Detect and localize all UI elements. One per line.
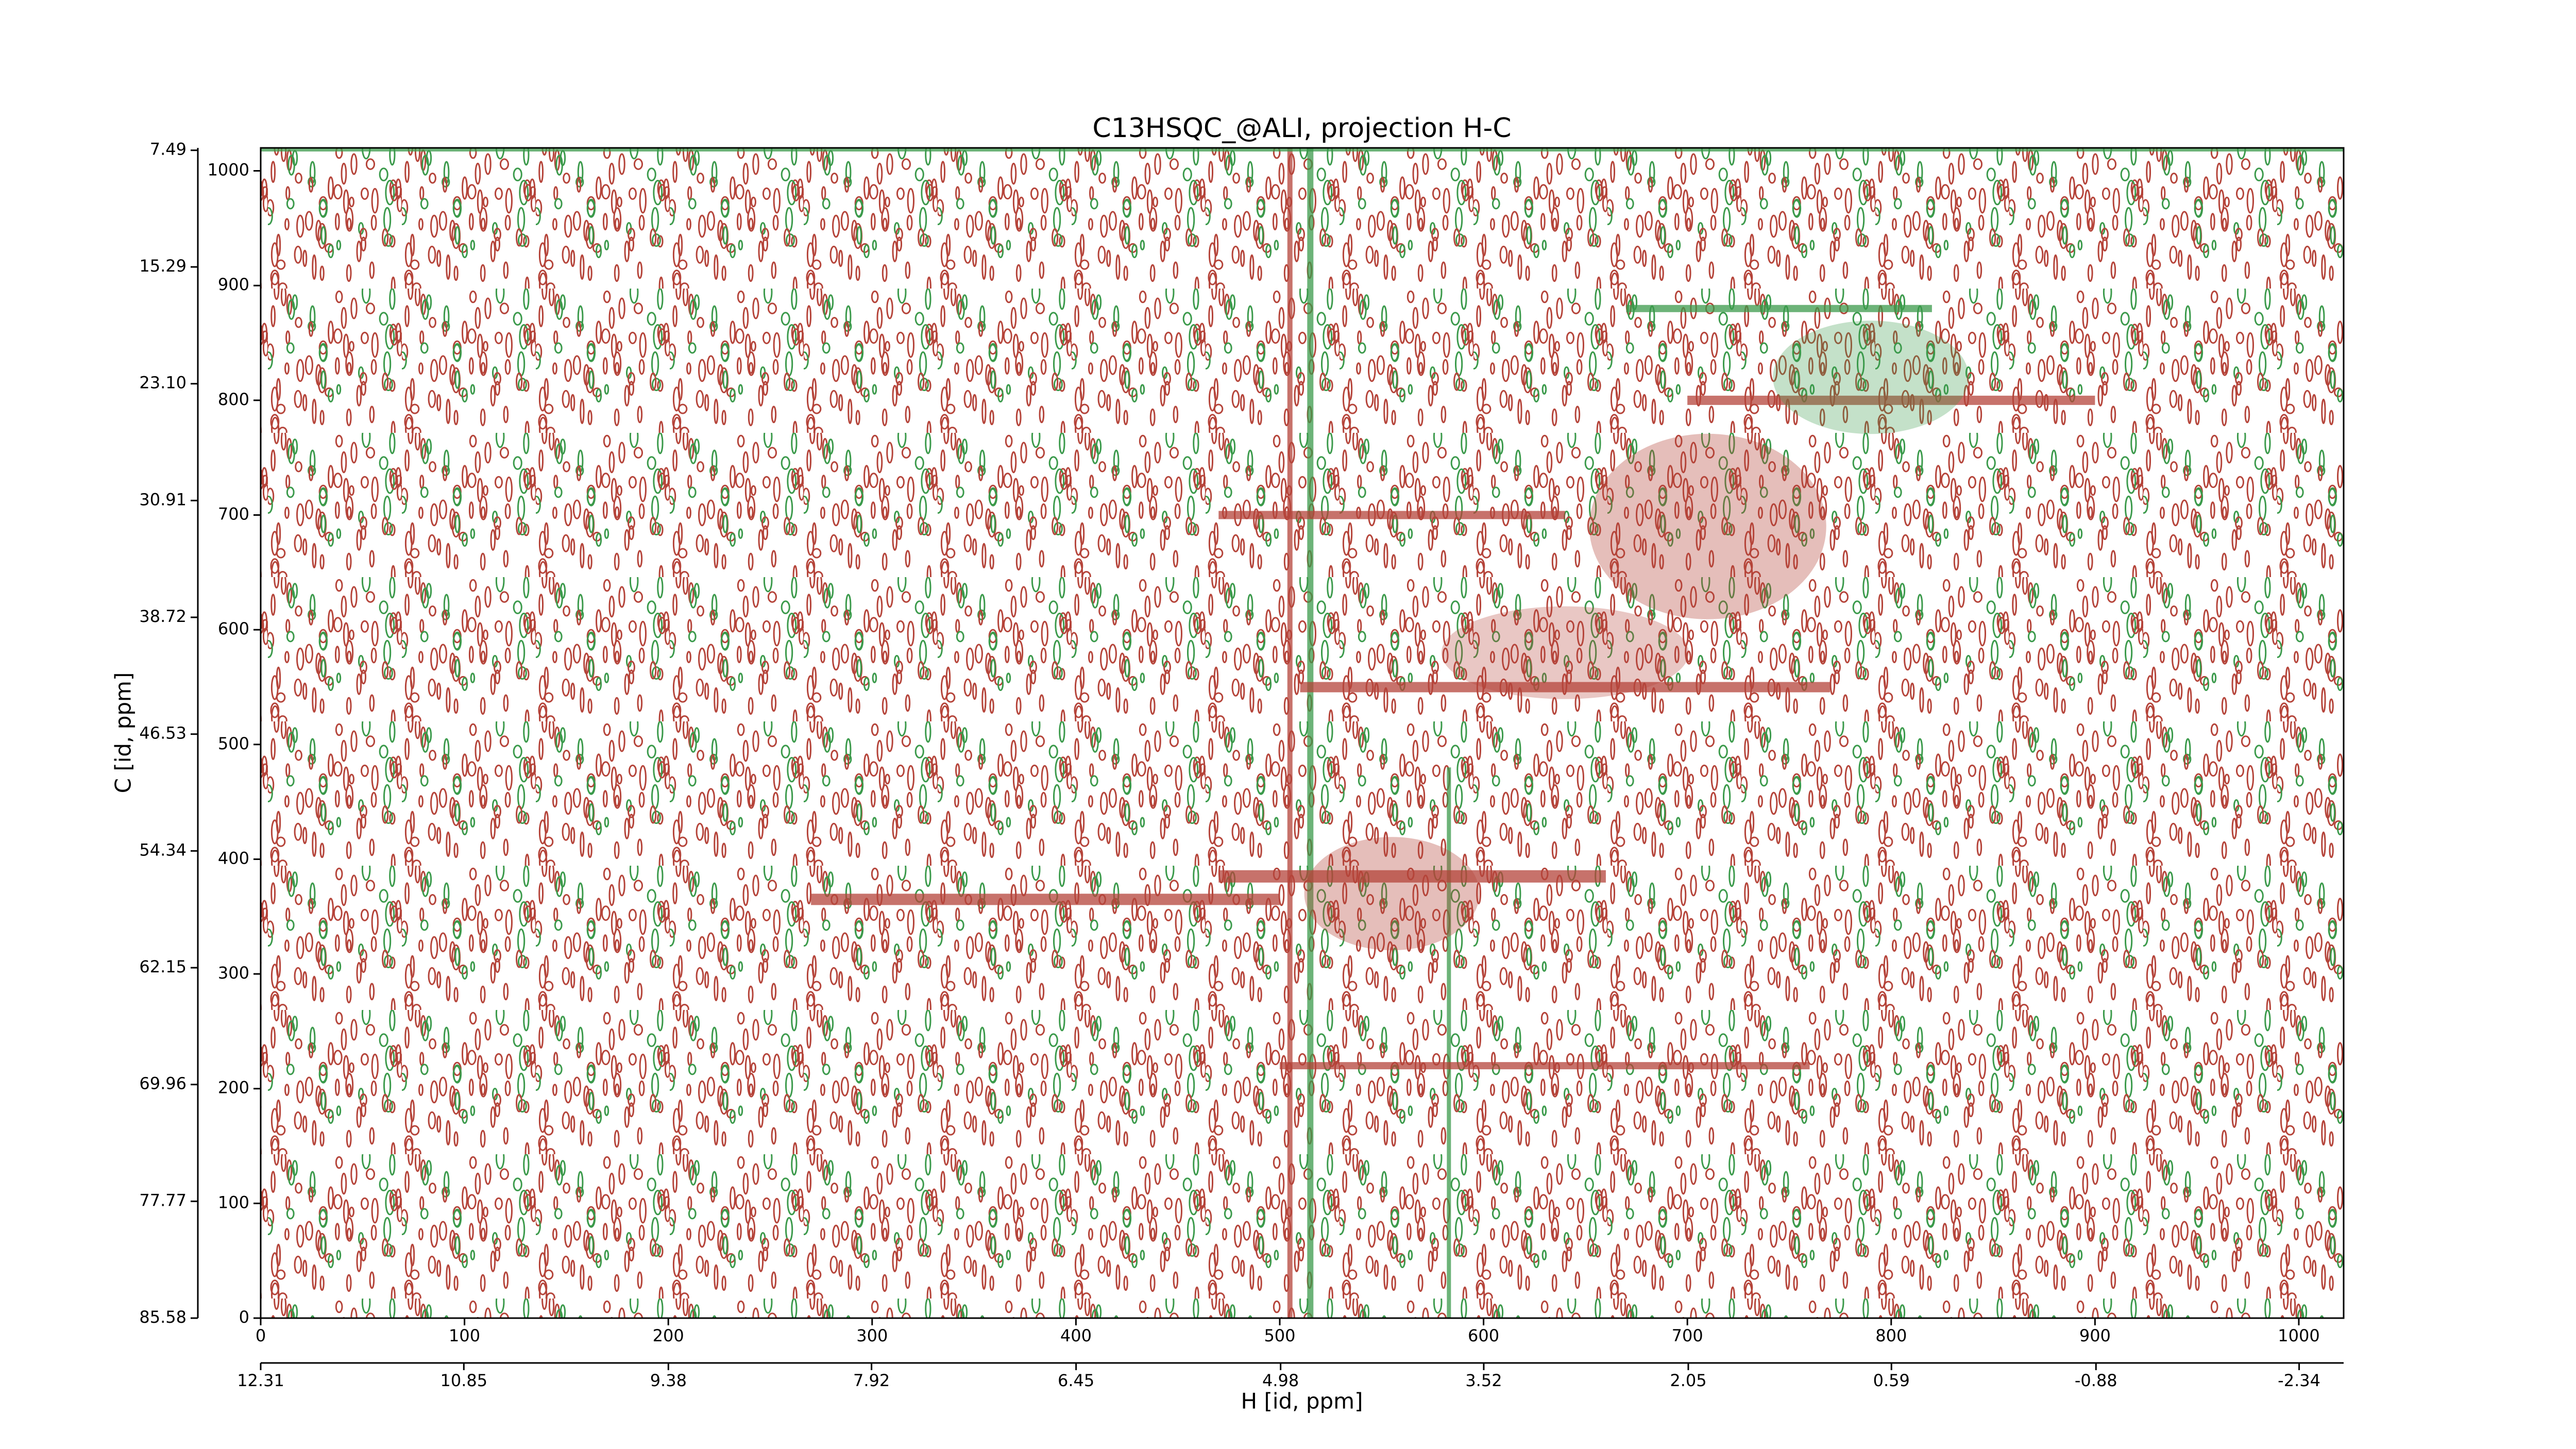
x-tick-label: 200 bbox=[653, 1326, 684, 1345]
y2-tick-label: 7.49 bbox=[150, 140, 187, 159]
plot-area bbox=[261, 148, 2344, 1318]
plot-frame bbox=[260, 147, 2345, 1319]
y2-tick-label: 38.72 bbox=[139, 606, 187, 626]
x-tick-label: 900 bbox=[2079, 1326, 2111, 1345]
x2-tick-label: 2.05 bbox=[1670, 1371, 1706, 1390]
x2-tick-label: -2.34 bbox=[2278, 1371, 2320, 1390]
y-tick-label: 300 bbox=[218, 963, 249, 983]
y-tick-label: 800 bbox=[218, 390, 249, 409]
contour-cluster bbox=[1441, 606, 1689, 699]
y2-tick-label: 46.53 bbox=[139, 723, 187, 743]
contour-field bbox=[261, 148, 2344, 1318]
x2-tick-label: 0.59 bbox=[1873, 1371, 1910, 1390]
y-tick-label: 500 bbox=[218, 734, 249, 753]
x-tick-label: 600 bbox=[1468, 1326, 1499, 1345]
y2-tick-label: 54.34 bbox=[139, 840, 187, 860]
y-tick-label: 700 bbox=[218, 504, 249, 524]
y-tick-label: 100 bbox=[218, 1192, 249, 1212]
y2-tick-label: 23.10 bbox=[139, 373, 187, 393]
y-tick-label: 600 bbox=[218, 619, 249, 638]
y-tick-label: 900 bbox=[218, 275, 249, 294]
contour-cluster bbox=[1304, 837, 1480, 951]
y2-tick-label: 62.15 bbox=[139, 957, 187, 976]
x-tick-label: 800 bbox=[1875, 1326, 1907, 1345]
y2-tick-label: 15.29 bbox=[139, 256, 187, 276]
y2-tick-label: 30.91 bbox=[139, 490, 187, 509]
x-tick-label: 500 bbox=[1264, 1326, 1295, 1345]
x2-tick-label: 3.52 bbox=[1465, 1371, 1502, 1390]
x-tick-label: 400 bbox=[1060, 1326, 1092, 1345]
x-tick-label: 1000 bbox=[2278, 1326, 2319, 1345]
x2-tick-label: 9.38 bbox=[650, 1371, 687, 1390]
y2-tick-label: 85.58 bbox=[139, 1307, 187, 1327]
contour-cluster bbox=[1589, 433, 1826, 619]
y-tick-label: 200 bbox=[218, 1078, 249, 1098]
y2-tick-label: 69.96 bbox=[139, 1074, 187, 1093]
x2-tick-label: 7.92 bbox=[853, 1371, 890, 1390]
x2-tick-label: 12.31 bbox=[237, 1371, 284, 1390]
x-axis-title: H [id, ppm] bbox=[1241, 1389, 1363, 1414]
x-tick-label: 100 bbox=[449, 1326, 480, 1345]
x2-tick-label: 6.45 bbox=[1058, 1371, 1094, 1390]
x2-tick-label: 10.85 bbox=[440, 1371, 488, 1390]
x2-tick-label: 4.98 bbox=[1262, 1371, 1299, 1390]
x-tick-label: 0 bbox=[256, 1326, 266, 1345]
y2-tick-label: 77.77 bbox=[139, 1190, 187, 1210]
chart-title: C13HSQC_@ALI, projection H-C bbox=[1092, 113, 1511, 144]
y-tick-label: 1000 bbox=[208, 160, 249, 180]
y-axis-title: C [id, ppm] bbox=[111, 672, 136, 794]
x-tick-label: 700 bbox=[1672, 1326, 1703, 1345]
x-tick-label: 300 bbox=[856, 1326, 888, 1345]
contour-cluster bbox=[1773, 321, 1969, 434]
x2-tick-label: -0.88 bbox=[2075, 1371, 2117, 1390]
y-tick-label: 0 bbox=[239, 1307, 249, 1327]
y-tick-label: 400 bbox=[218, 848, 249, 868]
